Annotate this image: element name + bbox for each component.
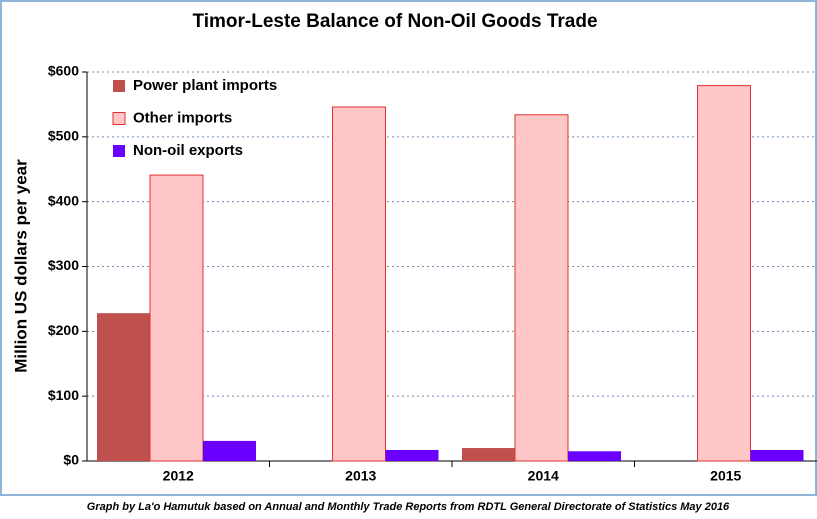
y-tick-label: $0 <box>63 452 79 468</box>
bar <box>385 449 439 461</box>
chart-title: Timor-Leste Balance of Non-Oil Goods Tra… <box>192 11 597 32</box>
bar <box>462 448 515 461</box>
bar <box>568 451 621 461</box>
bar <box>203 440 256 461</box>
legend-label: Power plant imports <box>133 77 277 94</box>
legend-label: Non-oil exports <box>133 142 243 159</box>
bar <box>514 114 569 462</box>
y-tick-label: $200 <box>48 322 79 338</box>
y-tick-label: $300 <box>48 257 79 273</box>
y-tick-label: $400 <box>48 192 79 208</box>
x-tick-label: 2015 <box>710 468 741 484</box>
x-tick-label: 2013 <box>345 468 376 484</box>
y-tick-label: $500 <box>48 128 79 144</box>
legend-label: Other imports <box>133 109 232 126</box>
y-axis-label: Million US dollars per year <box>11 159 30 373</box>
chart-frame <box>0 0 817 496</box>
y-tick-label: $100 <box>48 387 79 403</box>
bar <box>697 85 751 462</box>
y-tick-label: $600 <box>48 63 79 79</box>
bar <box>97 313 150 461</box>
bar <box>332 106 386 462</box>
x-tick-label: 2012 <box>163 468 194 484</box>
legend-swatch <box>113 145 125 157</box>
x-tick-label: 2014 <box>528 468 559 484</box>
bar <box>149 174 204 462</box>
legend-swatch <box>112 112 126 125</box>
legend-swatch <box>113 80 125 92</box>
footer: Graph by La'o Hamutuk based on Annual an… <box>87 501 730 513</box>
bar <box>750 449 804 461</box>
